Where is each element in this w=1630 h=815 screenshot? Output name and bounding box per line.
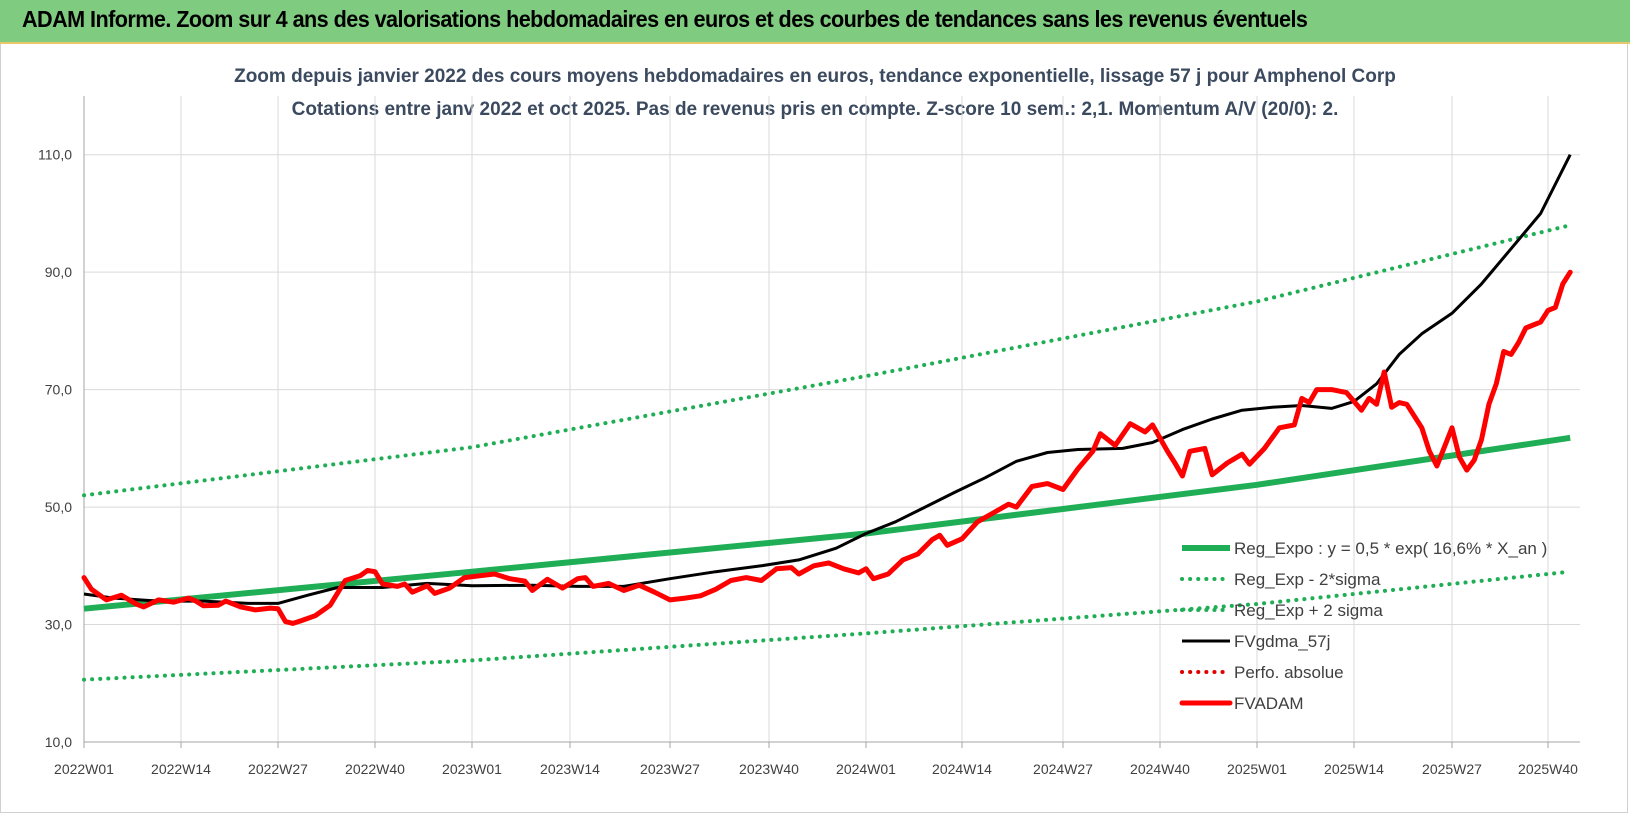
chart-title: Zoom depuis janvier 2022 des cours moyen… — [234, 66, 1396, 87]
x-tick-label: 2023W14 — [540, 761, 600, 777]
x-tick-label: 2025W14 — [1324, 761, 1384, 777]
x-tick-label: 2022W01 — [54, 761, 114, 777]
report-title: ADAM Informe. Zoom sur 4 ans des valoris… — [22, 6, 1308, 32]
series-line-fvgdma_57j — [83, 154, 1572, 605]
y-tick-label: 70,0 — [45, 382, 72, 398]
x-tick-label: 2024W14 — [932, 761, 992, 777]
x-tick-label: 2024W27 — [1033, 761, 1093, 777]
x-tick-label: 2024W40 — [1130, 761, 1190, 777]
y-tick-label: 90,0 — [45, 264, 72, 280]
report-banner: ADAM Informe. Zoom sur 4 ans des valoris… — [0, 0, 1630, 44]
x-tick-label: 2024W01 — [836, 761, 896, 777]
x-tick-label: 2025W01 — [1227, 761, 1287, 777]
y-tick-label: 10,0 — [45, 734, 72, 750]
legend-label: FVgdma_57j — [1234, 632, 1330, 651]
series-line-reg_exp — [82, 569, 1573, 682]
series-line-fvadam — [81, 269, 1573, 626]
x-tick-label: 2025W27 — [1422, 761, 1482, 777]
legend-label: Perfo. absolue — [1234, 663, 1344, 682]
x-tick-label: 2023W40 — [739, 761, 799, 777]
chart-subtitle: Cotations entre janv 2022 et oct 2025. P… — [291, 99, 1339, 120]
y-tick-label: 50,0 — [45, 499, 72, 515]
y-tick-label: 110,0 — [38, 147, 72, 163]
series-line-reg_exp — [82, 223, 1573, 498]
x-tick-label: 2022W40 — [345, 761, 405, 777]
legend-label: FVADAM — [1234, 694, 1304, 713]
legend-label: Reg_Exp + 2 sigma — [1234, 601, 1383, 620]
legend-label: Reg_Expo : y = 0,5 * exp( 16,6% * X_an ) — [1234, 539, 1547, 558]
x-tick-label: 2022W27 — [248, 761, 308, 777]
x-tick-label: 2025W40 — [1518, 761, 1578, 777]
x-tick-label: 2023W27 — [640, 761, 700, 777]
x-tick-label: 2022W14 — [151, 761, 211, 777]
y-tick-label: 30,0 — [45, 617, 72, 633]
legend-label: Reg_Exp - 2*sigma — [1234, 570, 1381, 589]
x-tick-label: 2023W01 — [442, 761, 502, 777]
